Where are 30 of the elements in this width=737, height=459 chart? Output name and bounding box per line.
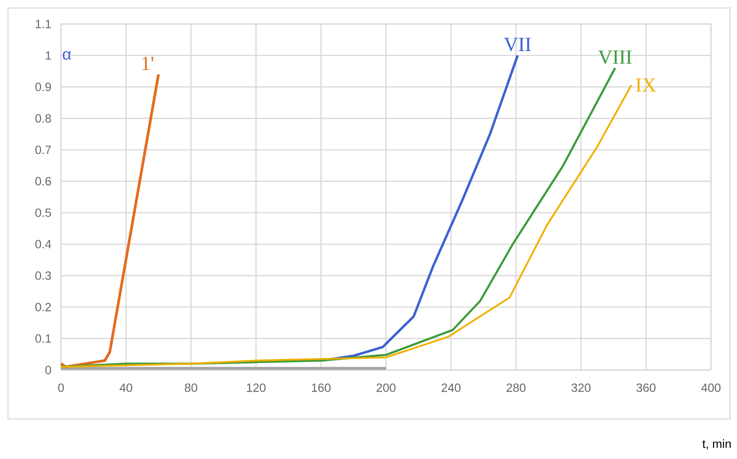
x-tick-label: 400 bbox=[701, 383, 721, 392]
y-tick-label: 0.7 bbox=[35, 146, 51, 154]
x-tick-label: 80 bbox=[184, 383, 198, 392]
y-tick-label: 0.8 bbox=[35, 114, 51, 123]
x-tick-label: 0 bbox=[58, 383, 64, 392]
x-axis-title: t, min bbox=[702, 439, 731, 450]
x-tick-label: 320 bbox=[571, 383, 591, 392]
y-tick-label: 0.4 bbox=[35, 240, 52, 248]
series-label: 1' bbox=[142, 56, 154, 70]
x-tick-label: 240 bbox=[442, 383, 461, 392]
x-tick-label: 160 bbox=[312, 383, 331, 392]
series-label: VII bbox=[504, 38, 531, 52]
y-tick-label: 0.1 bbox=[35, 334, 51, 343]
y-tick-label: 0.5 bbox=[35, 208, 52, 217]
y-tick-label: 0.9 bbox=[35, 82, 51, 92]
y-tick-label: 1 bbox=[46, 51, 51, 60]
y-tick-label: 1.1 bbox=[36, 20, 51, 28]
x-tick-label: 200 bbox=[376, 383, 396, 392]
x-tick-label: 40 bbox=[120, 383, 132, 392]
y-tick-label: 0.2 bbox=[35, 302, 51, 312]
x-tick-label: 280 bbox=[506, 383, 526, 392]
series-label: IX bbox=[636, 78, 656, 92]
y-tick-label: 0.3 bbox=[35, 271, 51, 280]
y-tick-label: 0.6 bbox=[35, 177, 51, 186]
y-axis-title: α bbox=[62, 51, 71, 60]
y-tick-label: 0 bbox=[45, 366, 52, 374]
x-tick-label: 360 bbox=[636, 383, 656, 392]
x-tick-label: 120 bbox=[246, 383, 266, 392]
line-series bbox=[60, 72, 160, 368]
series-label: VIII bbox=[598, 50, 632, 64]
